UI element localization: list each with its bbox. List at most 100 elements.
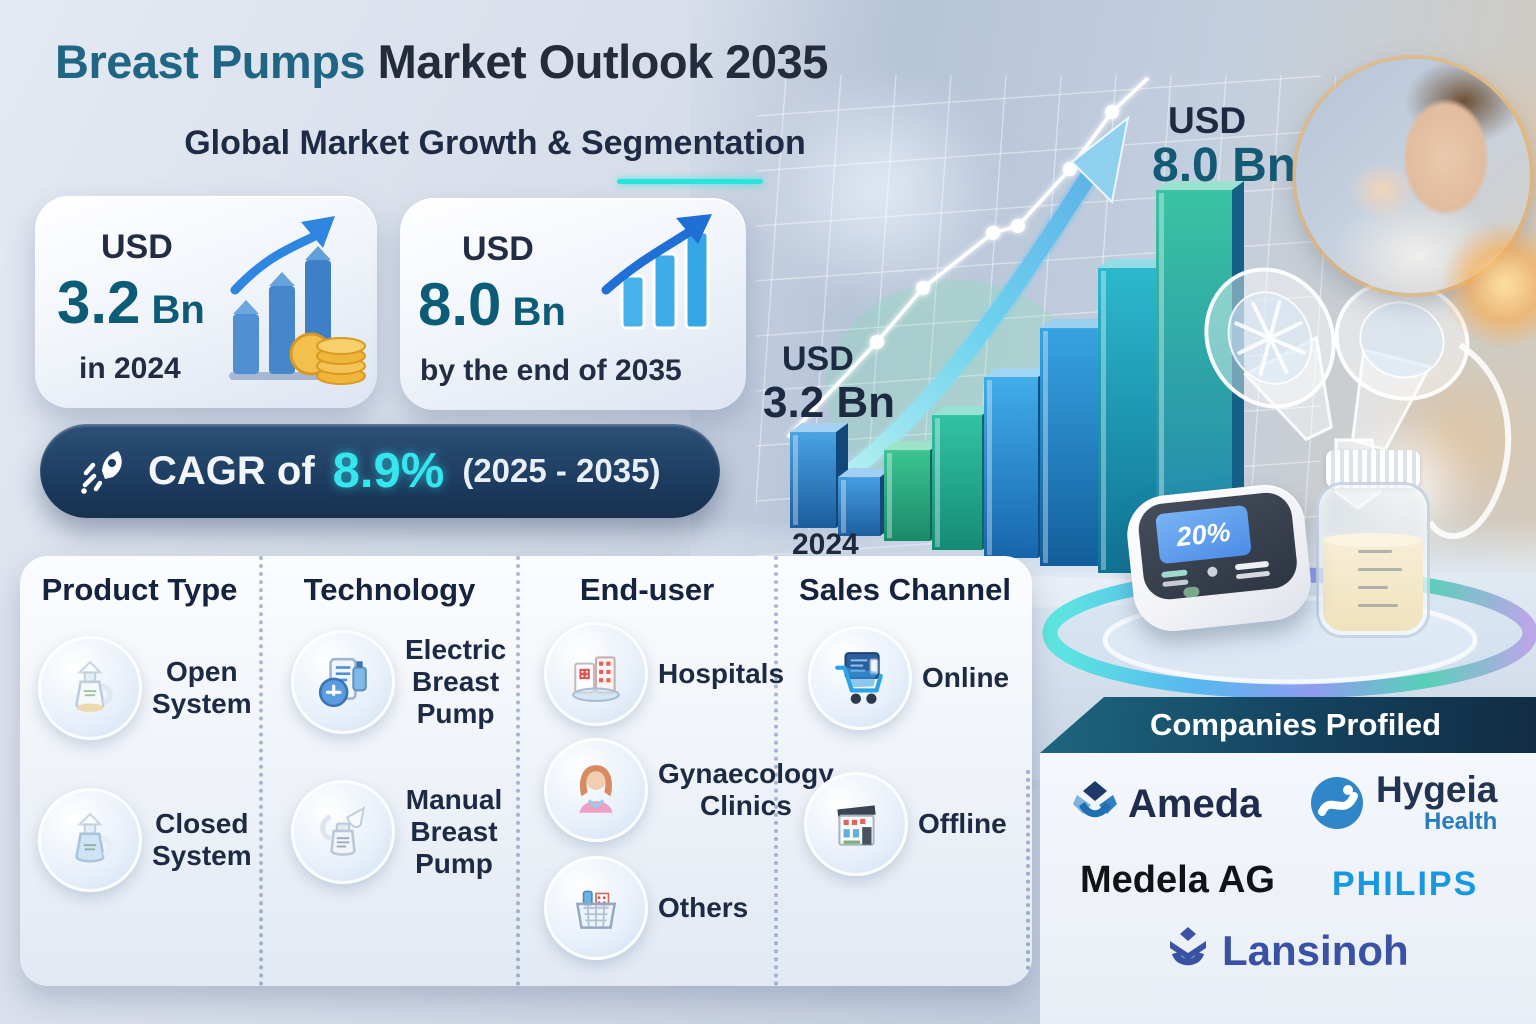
cagr-value: 8.9%: [332, 444, 445, 498]
item-label: Electric Breast Pump: [405, 633, 507, 730]
manual-breast-pump-icon: [291, 780, 395, 884]
logo-philips: PHILIPS: [1332, 865, 1478, 904]
device-button: [1161, 569, 1188, 579]
logo-hygeia: Hygeia Health: [1308, 771, 1497, 834]
growth-arrow: [818, 115, 1130, 498]
hospitals-icon: [544, 622, 648, 726]
electric-breast-pump-icon: [291, 630, 395, 734]
milk-surface: [1323, 533, 1423, 547]
device-front-panel: 20%: [1136, 490, 1300, 602]
companies-left-divider: [1026, 770, 1030, 970]
stat-value-unit: Bn: [140, 288, 205, 332]
coins-icon: [289, 332, 366, 385]
stat-card-2024: USD 3.2 Bn in 2024: [35, 196, 377, 408]
device-button: [1162, 579, 1189, 588]
bar-chart-arrow-icon: [601, 214, 712, 330]
lansinoh-wordmark: Lansinoh: [1222, 927, 1409, 974]
stat-value: 3.2 Bn: [57, 268, 205, 337]
page-subtitle: Global Market Growth & Segmentation: [184, 124, 806, 162]
chart-end-currency: USD: [1168, 100, 1247, 141]
cagr-prefix: CAGR of: [148, 448, 315, 493]
stat-value-unit: Bn: [501, 290, 566, 334]
logo-medela: Medela AG: [1080, 859, 1275, 902]
chart-end-value: 8.0 Bn: [1152, 139, 1297, 192]
device-button: [1235, 570, 1271, 580]
others-icon: [544, 856, 648, 960]
page-title: Breast Pumps Market Outlook 2035: [55, 34, 828, 89]
bottle-scale-mark: [1358, 568, 1402, 571]
item-label: Others: [658, 891, 749, 923]
bottle-cap: [1326, 450, 1420, 488]
stat-currency: USD: [101, 228, 173, 266]
companies-banner-title: Companies Profiled: [1150, 707, 1442, 742]
bottle-body: [1316, 482, 1430, 638]
gynaecology-clinics-icon: [544, 738, 648, 842]
item-label: Open System: [152, 655, 252, 719]
hygeia-wordmark: Hygeia: [1376, 769, 1498, 810]
stat-value-number: 8.0: [418, 271, 502, 338]
column-header: End-user: [579, 572, 715, 607]
device-power-button: [1182, 586, 1200, 598]
pump-control-device: 20%: [1123, 481, 1315, 635]
page-title-rest: Market Outlook 2035: [365, 35, 829, 88]
milk-fill: [1323, 539, 1423, 631]
subtitle-underline: [617, 179, 763, 184]
bar-chart-coins-arrow-icon: [229, 216, 366, 385]
philips-wordmark: PHILIPS: [1332, 865, 1479, 903]
item-label: Online: [922, 661, 1010, 693]
pump-funnel-right: [1334, 279, 1470, 452]
stat-card-2035: USD 8.0 Bn by the end of 2035: [400, 198, 746, 410]
cagr-period: (2025 - 2035): [462, 452, 661, 489]
bottle-scale-mark: [1358, 586, 1388, 589]
ameda-logo-icon: [1073, 781, 1117, 818]
rocket-icon: [81, 451, 122, 494]
chart-start-value: 3.2 Bn: [763, 378, 896, 427]
device-screen: 20%: [1155, 504, 1252, 565]
column-end-user: End-user: [520, 556, 834, 986]
device-button: [1234, 560, 1270, 571]
stat-value: 8.0 Bn: [418, 270, 566, 339]
open-system-icon: [38, 636, 142, 740]
column-header: Product Type: [41, 572, 238, 607]
column-header: Sales Channel: [799, 572, 1011, 607]
companies-banner: Companies Profiled: [1040, 697, 1536, 753]
medela-wordmark: Medela AG: [1080, 859, 1275, 901]
bottle-scale-mark: [1358, 604, 1398, 607]
logo-ameda: Ameda: [1072, 779, 1261, 829]
window-light-blur: [750, 80, 1010, 300]
stat-period: by the end of 2035: [420, 354, 682, 387]
offline-icon: [804, 772, 908, 876]
column-sales-channel: Sales Channel Online: [778, 556, 1032, 986]
orange-sparkle: [1440, 220, 1536, 350]
hygeia-sub-wordmark: Health: [1423, 808, 1498, 835]
logo-lansinoh: Lansinoh: [1164, 925, 1409, 977]
page-title-highlight: Breast Pumps: [55, 35, 366, 88]
item-label: Offline: [918, 807, 1007, 839]
device-button: [1206, 566, 1218, 578]
item-label: Hospitals: [658, 657, 785, 689]
companies-panel: Ameda Hygeia Health Medela AG PHILIPS: [1040, 753, 1536, 1024]
stat-period: in 2024: [79, 352, 181, 385]
ameda-wordmark: Ameda: [1128, 781, 1262, 826]
lansinoh-logo-icon: [1170, 927, 1206, 966]
stat-value-number: 3.2: [57, 269, 141, 336]
item-label: Closed System: [152, 807, 252, 871]
closed-system-icon: [38, 788, 142, 892]
column-header: Technology: [303, 572, 476, 607]
stat-currency: USD: [462, 230, 534, 268]
cagr-banner: CAGR of 8.9% (2025 - 2035): [40, 424, 720, 518]
item-label: Gynaecology Clinics: [658, 757, 834, 821]
online-icon: [808, 626, 912, 730]
chart-start-year: 2024: [792, 528, 859, 561]
segmentation-panel: Product Type Open System: [20, 556, 1032, 986]
chart-start-currency: USD: [782, 340, 854, 378]
pump-tube: [1427, 342, 1512, 539]
bottle-scale-mark: [1358, 550, 1392, 553]
milk-bottle: [1312, 442, 1434, 642]
pump-funnel-left: [1204, 267, 1336, 442]
trend-line: [786, 76, 1150, 439]
hygeia-logo-icon: [1311, 776, 1363, 829]
column-technology: Technology Electric Breast Pump: [263, 556, 520, 986]
column-product-type: Product Type Open System: [20, 556, 263, 986]
